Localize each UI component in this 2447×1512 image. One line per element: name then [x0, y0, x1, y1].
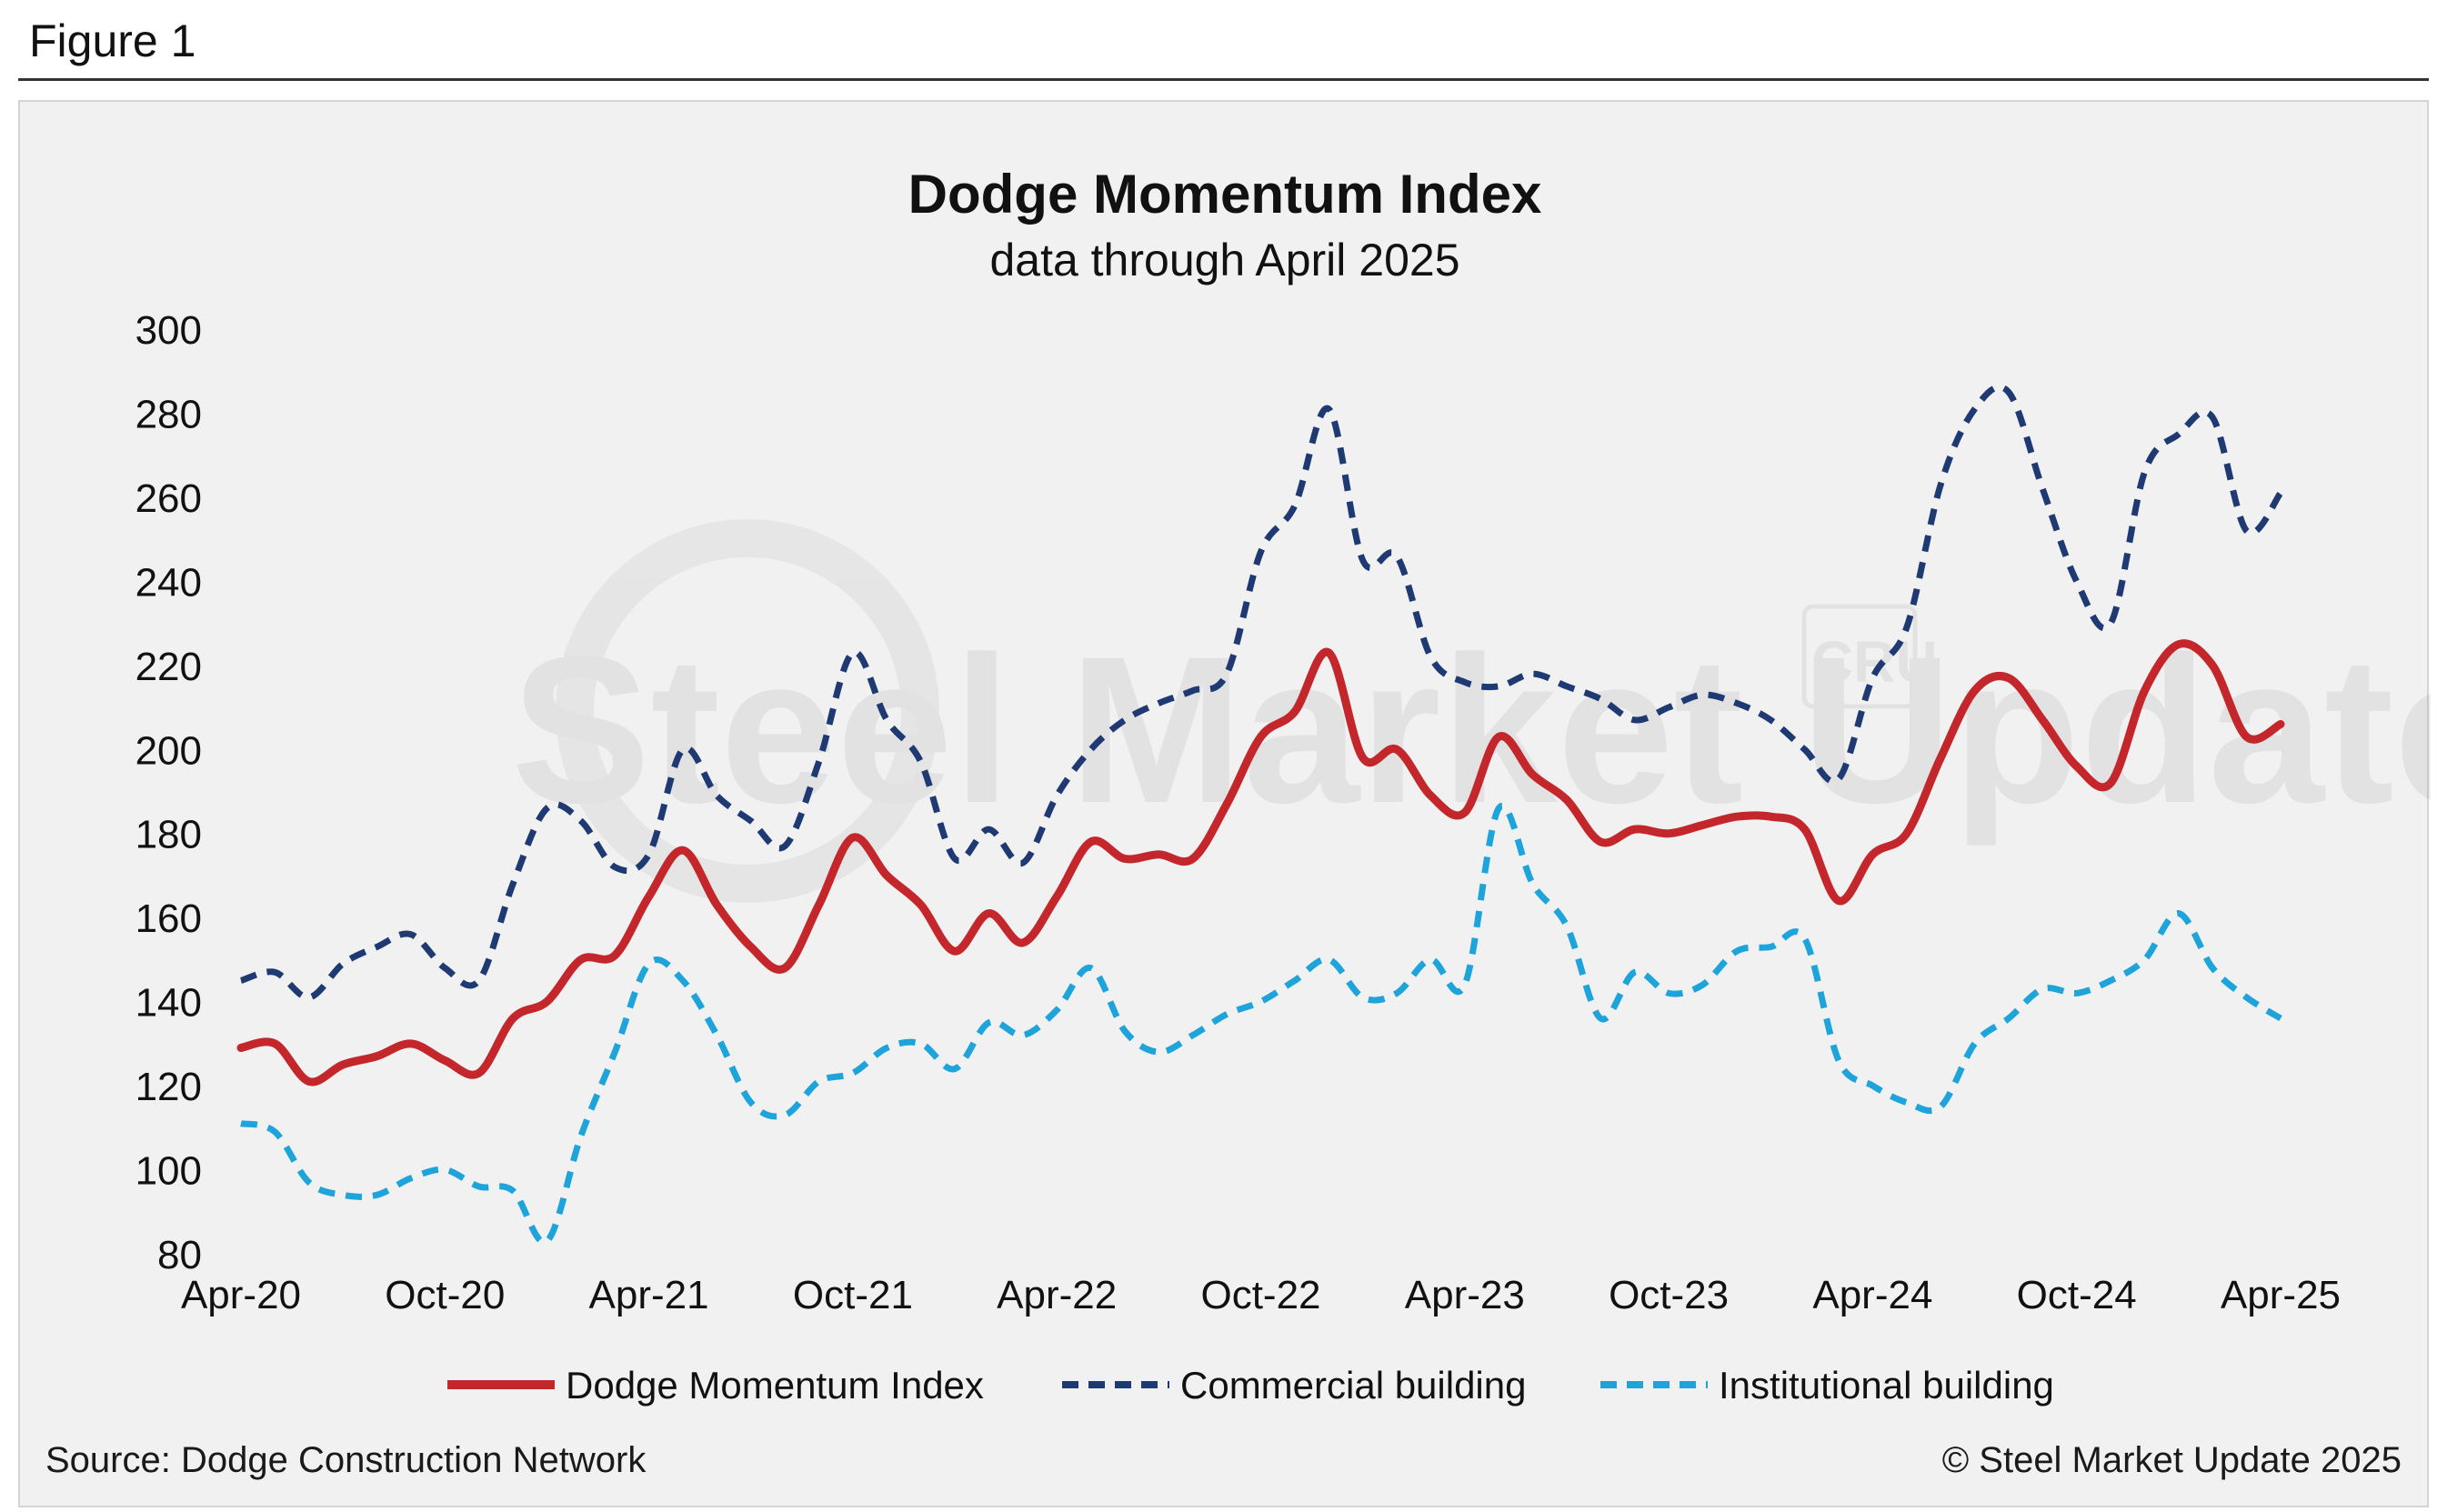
x-tick-label: Oct-20: [385, 1273, 505, 1317]
x-tick-label: Apr-21: [589, 1273, 709, 1317]
x-tick-label: Apr-25: [2221, 1273, 2341, 1317]
legend-label-commercial: Commercial building: [1180, 1364, 1526, 1407]
watermark-logo-icon: [556, 519, 939, 903]
institutional-line: [240, 802, 2282, 1246]
y-tick-label: 180: [135, 813, 202, 857]
chart-title: Dodge Momentum Index: [908, 164, 1542, 225]
x-tick-label: Apr-22: [997, 1273, 1117, 1317]
y-tick-label: 300: [135, 308, 202, 353]
y-tick-label: 100: [135, 1149, 202, 1194]
x-tick-label: Apr-20: [181, 1273, 301, 1317]
y-tick-label: 140: [135, 981, 202, 1026]
y-tick-label: 120: [135, 1065, 202, 1109]
y-tick-label: 220: [135, 645, 202, 689]
chart-subtitle: data through April 2025: [989, 235, 1459, 285]
y-tick-label: 200: [135, 728, 202, 773]
x-tick-label: Oct-23: [1609, 1273, 1729, 1317]
watermark-badge-icon: [1801, 604, 1918, 709]
x-tick-label: Apr-24: [1812, 1273, 1932, 1317]
y-tick-label: 260: [135, 476, 202, 521]
legend-label-institutional: Institutional building: [1719, 1364, 2054, 1407]
x-axis: Apr-20 Oct-20 Apr-21 Oct-21 Apr-22 Oct-22 Apr-…: [181, 1273, 2341, 1317]
y-tick-label: 80: [157, 1233, 202, 1277]
line-chart: Steel Market Update CRU Dodge Momentum I…: [135, 164, 2431, 1407]
watermark-badge-text: CRU: [1811, 629, 1938, 695]
y-tick-label: 160: [135, 896, 202, 941]
x-tick-label: Oct-24: [2017, 1273, 2137, 1317]
figure-label: Figure 1: [29, 15, 196, 66]
dmi-line: [236, 639, 2285, 1086]
series-lines: [236, 384, 2285, 1246]
y-tick-label: 280: [135, 392, 202, 436]
x-tick-label: Apr-23: [1405, 1273, 1525, 1317]
y-axis: 80 100 120 140 160 180 200 220 240 260 280 300: [135, 308, 202, 1277]
x-tick-label: Oct-22: [1200, 1273, 1320, 1317]
top-divider: [18, 78, 2429, 81]
x-tick-label: Oct-21: [793, 1273, 913, 1317]
copyright-note: © Steel Market Update 2025: [1941, 1440, 2402, 1480]
chart-panel: Steel Market Update CRU Dodge Momentum I…: [18, 100, 2431, 1507]
watermark: Steel Market Update CRU: [511, 519, 2431, 903]
commercial-line: [239, 384, 2283, 1001]
source-note: Source: Dodge Construction Network: [45, 1440, 647, 1480]
y-tick-label: 240: [135, 560, 202, 605]
legend-label-dmi: Dodge Momentum Index: [566, 1364, 984, 1407]
legend: Dodge Momentum Index Commercial building I…: [447, 1364, 2054, 1407]
